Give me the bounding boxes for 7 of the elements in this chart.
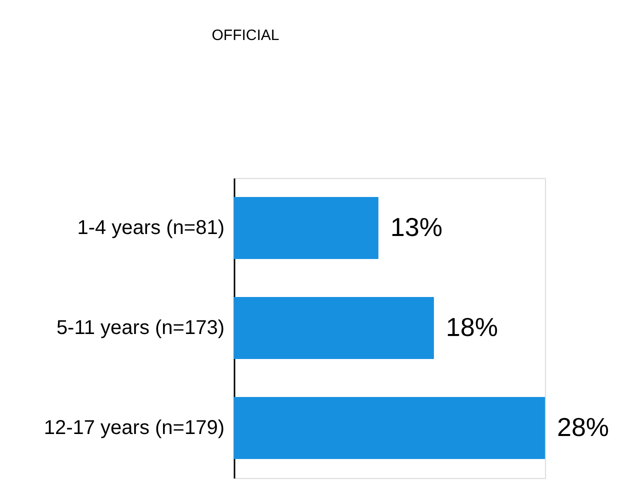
data-label: 13%: [390, 212, 442, 242]
y-tick-label: 12-17 years (n=179): [44, 417, 224, 439]
chart-title: OFFICIAL: [212, 27, 280, 44]
y-tick-label: 1-4 years (n=81): [77, 217, 224, 239]
data-label: 18%: [446, 312, 498, 342]
y-tick-label: 5-11 years (n=173): [56, 317, 224, 339]
data-label: 28%: [557, 412, 610, 442]
